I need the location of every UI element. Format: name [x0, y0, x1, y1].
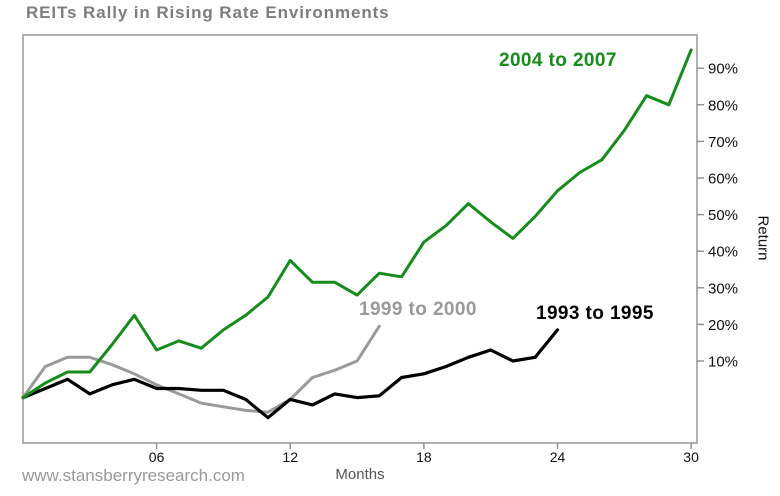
x-tick-label: 18	[416, 449, 432, 465]
series-label-1999-2000: 1999 to 2000	[359, 299, 477, 320]
y-tick-label: 90%	[708, 61, 738, 78]
x-tick-label: 12	[282, 449, 298, 465]
x-tick-label: 30	[683, 449, 699, 465]
y-axis-title: Return	[754, 215, 772, 261]
x-tick-label: 06	[149, 449, 165, 465]
y-tick-label: 50%	[708, 207, 738, 224]
x-axis-ticks: 06 12 18 24 30	[149, 443, 699, 465]
y-tick-label: 10%	[708, 354, 738, 371]
series-label-1993-1995: 1993 to 1995	[536, 303, 654, 324]
line-1993-to-1995	[21, 328, 560, 420]
y-tick-label: 40%	[708, 244, 738, 261]
plot-area-border	[22, 34, 698, 444]
line-2004-to-2007	[21, 48, 693, 400]
series-label-2004-2007: 2004 to 2007	[499, 50, 617, 71]
y-tick-label: 70%	[708, 134, 738, 151]
source-link[interactable]: www.stansberryresearch.com	[22, 466, 245, 485]
y-axis-ticks: 10% 20% 30% 40% 50% 60% 70% 80% 90%	[697, 61, 738, 371]
line-1999-to-2000	[21, 324, 381, 414]
y-tick-label: 20%	[708, 317, 738, 334]
y-tick-label: 80%	[708, 97, 738, 114]
y-tick-label: 30%	[708, 280, 738, 297]
x-axis-title: Months	[335, 466, 385, 483]
page-title: REITs Rally in Rising Rate Environments	[26, 3, 390, 22]
x-tick-label: 24	[550, 449, 566, 465]
y-tick-label: 60%	[708, 171, 738, 188]
